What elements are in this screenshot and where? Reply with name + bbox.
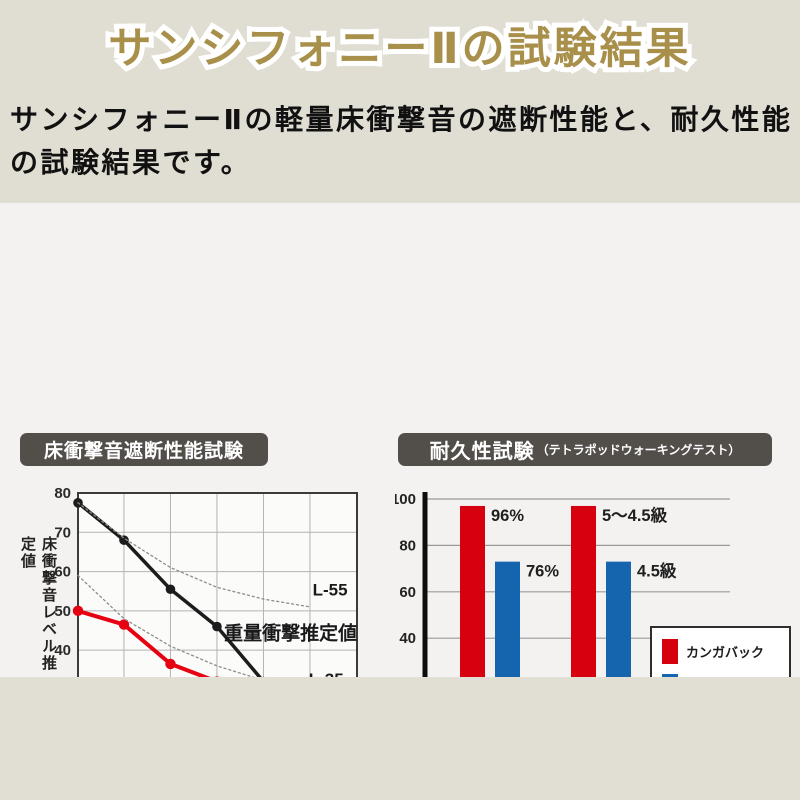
bar-value-label: 96% [491, 507, 524, 525]
page-title: サンシフォニーⅡの試験結果 サンシフォニーⅡの試験結果 [0, 20, 800, 78]
subtitle-line-1: サンシフォニーⅡの軽量床衝撃音の遮断性能と、耐久性能 [10, 104, 793, 135]
y-tick-label: 60 [399, 584, 416, 601]
page-title-text: サンシフォニーⅡの試験結果 [108, 25, 692, 73]
y-tick-label: 100 [395, 491, 416, 508]
page-subtitle: サンシフォニーⅡの軽量床衝撃音の遮断性能と、耐久性能 の試験結果です。 [10, 98, 796, 185]
header-section: サンシフォニーⅡの試験結果 サンシフォニーⅡの試験結果 サンシフォニーⅡの軽量床… [0, 0, 800, 203]
y-tick-label: 40 [399, 630, 416, 647]
bar-value-label: 76% [526, 563, 559, 581]
y-tick-label: 80 [54, 485, 71, 502]
y-tick-label: 70 [54, 524, 71, 541]
charts-section: 床衝撃音遮断性能試験 床衝撃音レベル推定値 (dB) 1020304050607… [0, 203, 800, 800]
annotation-重量衝撃推定値: 重量衝撃推定値 [224, 621, 357, 644]
data-point [119, 535, 129, 545]
data-point [212, 621, 222, 632]
data-point [165, 658, 176, 670]
left-chart-title: 床衝撃音遮断性能試験 [43, 441, 244, 462]
y-tick-label: 60 [54, 564, 71, 581]
bar-value-label: 5〜4.5級 [602, 505, 668, 525]
subtitle-line-2: の試験結果です。 [10, 147, 252, 179]
legend-label: カンガバック [686, 644, 765, 660]
right-chart-subtitle: （テトラポッドウォーキングテスト） [536, 443, 741, 457]
data-point [165, 584, 176, 595]
page-title-outline: サンシフォニーⅡの試験結果 [103, 20, 693, 78]
data-point [118, 619, 130, 630]
series-L-55 [77, 502, 311, 608]
y-tick-label: 50 [54, 603, 71, 620]
right-chart-title: 耐久性試験 [429, 441, 535, 463]
line-chart-y-axis-label: 床衝撃音レベル推定値 [19, 536, 57, 672]
series-L-35 [77, 574, 311, 691]
bar-value-label: 4.5級 [637, 561, 677, 581]
legend-item: カンガバック [662, 637, 779, 665]
y-tick-label: 40 [54, 642, 71, 659]
right-chart-title-badge: 耐久性試験 （テトラポッドウォーキングテスト） [398, 433, 772, 466]
footer-section: ※自社テストのため、防音性や耐久性は使用環境によ っても異なります。 [0, 677, 800, 800]
data-point [72, 605, 84, 617]
left-chart-title-badge: 床衝撃音遮断性能試験 [20, 433, 268, 466]
annotation-L-55: L-55 [313, 580, 348, 599]
y-tick-label: 80 [399, 537, 416, 554]
legend-swatch-red [662, 638, 678, 664]
